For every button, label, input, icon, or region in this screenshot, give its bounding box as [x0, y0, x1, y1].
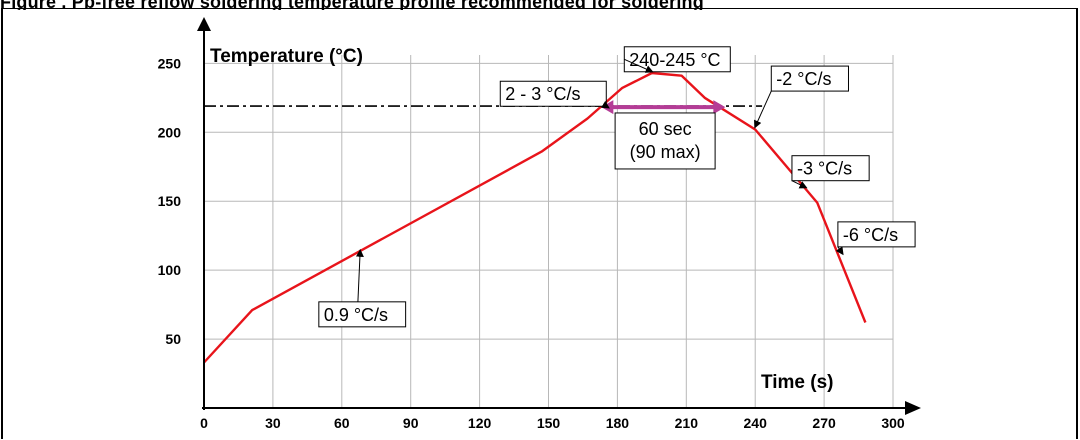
annotation: 0.9 °C/s	[318, 248, 407, 328]
annotation: -6 °C/s	[835, 221, 916, 256]
annotation: -3 °C/s	[791, 155, 870, 189]
x-tick-label: 270	[812, 415, 836, 431]
annotation-box	[318, 301, 407, 328]
y-axis-label: Temperature (°C)	[210, 46, 363, 67]
annotation-box	[499, 80, 607, 107]
annotation-text: -2 °C/s	[776, 69, 831, 89]
x-axis-label: Time (s)	[761, 372, 834, 393]
figure-caption-text: Figure . Pb-free reflow soldering temper…	[0, 0, 704, 10]
annotation-box	[770, 65, 849, 92]
annotation-arrow	[791, 180, 808, 189]
x-axis-arrow	[905, 401, 921, 415]
x-tick-label: 30	[265, 415, 281, 431]
span-marker-right-arrow	[713, 100, 726, 115]
y-axis-arrow	[197, 17, 211, 31]
x-tick-label: 210	[675, 415, 699, 431]
annotation-text: 0.9 °C/s	[324, 305, 388, 325]
x-tick-label: 300	[881, 415, 905, 431]
x-tick-label: 150	[537, 415, 561, 431]
y-tick-label: 150	[158, 193, 182, 209]
temperature-profile-line	[203, 71, 867, 364]
y-tick-label: 50	[165, 331, 181, 347]
y-tick-label: 200	[158, 124, 182, 140]
span-label-text: 60 sec	[639, 119, 692, 139]
tick-labels: 0 30 60 90 120 150 180 210 240 270 300 50 100 150 200 2…	[158, 46, 905, 431]
annotation-arrow	[624, 58, 654, 73]
x-tick-label: 240	[744, 415, 768, 431]
annotation: 2 - 3 °C/s	[499, 80, 610, 109]
annotation-text: -3 °C/s	[797, 159, 852, 179]
x-tick-label: 0	[200, 415, 208, 431]
span-label-text: (90 max)	[630, 142, 701, 162]
annotations: 60 sec (90 max) 240-245 °C 2 - 3 °C/s -2 °C/…	[318, 46, 916, 328]
annotation-text: 240-245 °C	[629, 50, 720, 70]
axes	[197, 17, 921, 415]
annotation-arrow	[355, 248, 364, 302]
annotation-arrow	[601, 100, 610, 109]
x-tick-label: 120	[468, 415, 492, 431]
annotation-text: 2 - 3 °C/s	[505, 84, 580, 104]
span-marker-layer	[601, 100, 726, 115]
figure-border	[1, 8, 1078, 439]
span-label-box	[614, 112, 716, 170]
grid	[204, 55, 894, 408]
annotation-box	[791, 155, 870, 182]
y-tick-label: 100	[158, 262, 182, 278]
annotation-arrow	[835, 246, 844, 256]
x-tick-label: 60	[334, 415, 350, 431]
annotation-arrow	[754, 90, 772, 129]
x-tick-label: 90	[403, 415, 419, 431]
annotation: 240-245 °C	[623, 46, 731, 73]
series-layer	[203, 71, 867, 364]
annotation: -2 °C/s	[754, 65, 849, 129]
annotation-text: -6 °C/s	[843, 225, 898, 245]
x-tick-label: 180	[606, 415, 630, 431]
annotation-box	[837, 221, 916, 248]
y-tick-label: 250	[158, 55, 182, 71]
figure-caption: Figure . Pb-free reflow soldering temper…	[0, 0, 1080, 10]
